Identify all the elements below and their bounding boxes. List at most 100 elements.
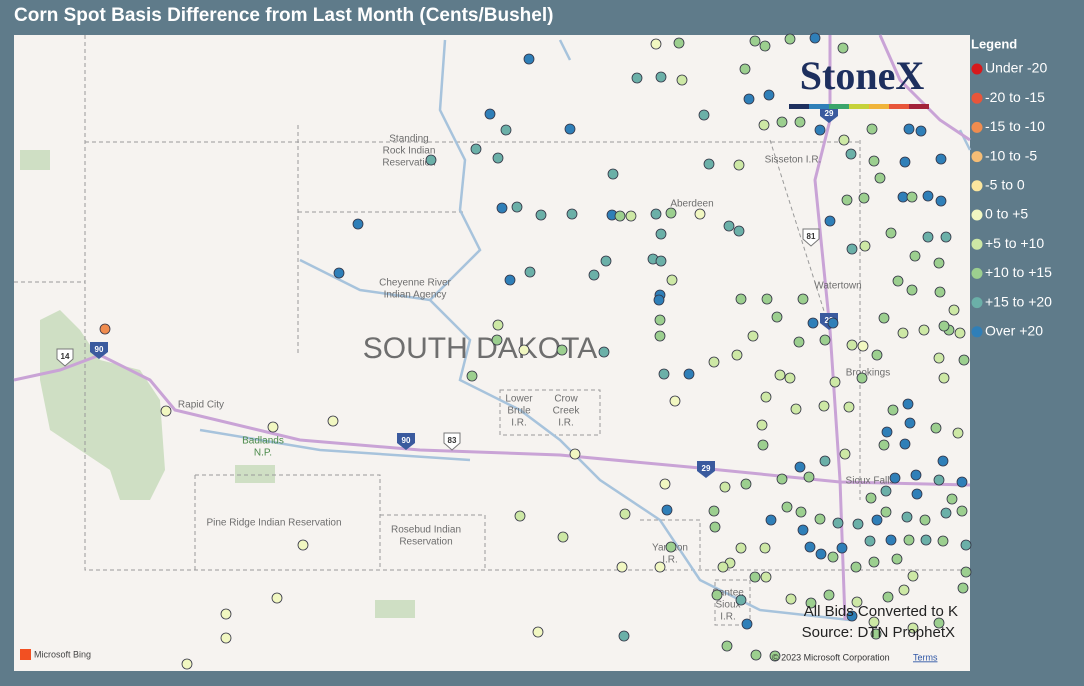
bid-point — [740, 478, 752, 490]
bid-point — [956, 505, 968, 517]
bid-point — [711, 589, 723, 601]
bid-point — [99, 323, 111, 335]
bid-point — [868, 155, 880, 167]
bid-point — [749, 571, 761, 583]
place-label: Aberdeen — [670, 199, 713, 210]
bid-point — [721, 640, 733, 652]
bid-point — [823, 589, 835, 601]
bid-point — [915, 125, 927, 137]
bid-point — [868, 616, 880, 628]
bid-point — [733, 225, 745, 237]
bid-point — [907, 622, 919, 634]
bid-point — [470, 143, 482, 155]
legend-label: Under -20 — [985, 60, 1047, 76]
bid-point — [735, 293, 747, 305]
bid-point — [805, 597, 817, 609]
bid-point — [819, 455, 831, 467]
legend-label: Over +20 — [985, 323, 1043, 339]
bid-point — [297, 539, 309, 551]
legend-label: +15 to +20 — [985, 293, 1052, 309]
bid-point — [631, 72, 643, 84]
place-label: Sisseton I.R. — [765, 155, 822, 166]
legend-label: -5 to 0 — [985, 177, 1025, 193]
bid-point — [850, 561, 862, 573]
bid-point — [897, 327, 909, 339]
bid-point — [858, 192, 870, 204]
place-label: I.R. — [662, 555, 678, 566]
bid-point — [804, 541, 816, 553]
bid-point — [874, 172, 886, 184]
legend-marker — [971, 180, 983, 192]
legend-label: +5 to +10 — [985, 235, 1044, 251]
legend-marker — [971, 326, 983, 338]
bid-point — [757, 439, 769, 451]
route-shield: 81 — [807, 232, 816, 241]
bid-point — [960, 566, 972, 578]
bid-point — [818, 400, 830, 412]
bid-point — [832, 517, 844, 529]
bid-point — [885, 227, 897, 239]
bid-point — [880, 485, 892, 497]
legend-marker — [971, 63, 983, 75]
bid-point — [511, 201, 523, 213]
bid-point — [881, 426, 893, 438]
bid-point — [523, 53, 535, 65]
route-shield: 29 — [825, 109, 834, 118]
bid-point — [781, 501, 793, 513]
route-shield: 90 — [402, 436, 411, 445]
bid-point — [758, 119, 770, 131]
bid-point — [665, 541, 677, 553]
bid-point — [759, 40, 771, 52]
bid-point — [655, 228, 667, 240]
bid-point — [518, 344, 530, 356]
bid-point — [898, 584, 910, 596]
bid-point — [504, 274, 516, 286]
bid-point — [614, 210, 626, 222]
bid-point — [514, 510, 526, 522]
note: Source: DTN ProphetX — [802, 624, 955, 641]
bid-point — [676, 74, 688, 86]
bid-point — [933, 617, 945, 629]
bid-point — [784, 372, 796, 384]
bid-point — [771, 311, 783, 323]
bid-point — [938, 320, 950, 332]
bid-point — [940, 507, 952, 519]
bid-point — [940, 231, 952, 243]
bid-point — [492, 152, 504, 164]
bid-point — [819, 334, 831, 346]
route-shields: 14 90 90 83 29 29 29 81 — [56, 106, 838, 478]
terms-link[interactable]: Terms — [913, 652, 938, 662]
bid-point — [882, 591, 894, 603]
bid-point — [911, 488, 923, 500]
copyright: © 2023 Microsoft Corporation — [772, 652, 890, 662]
bid-point — [669, 395, 681, 407]
bid-point — [839, 448, 851, 460]
bid-point — [841, 194, 853, 206]
place-label: I.R. — [511, 418, 527, 429]
legend-marker — [971, 151, 983, 163]
bid-point — [666, 274, 678, 286]
bid-point — [852, 518, 864, 530]
bid-point — [952, 427, 964, 439]
bid-point — [600, 255, 612, 267]
bid-point — [946, 493, 958, 505]
bid-point — [703, 158, 715, 170]
bid-point — [794, 461, 806, 473]
legend-marker — [971, 238, 983, 250]
bid-point — [846, 243, 858, 255]
legend-label: -15 to -10 — [985, 118, 1045, 134]
bid-point — [933, 257, 945, 269]
bid-point — [903, 123, 915, 135]
place-label: I.R. — [720, 612, 736, 623]
bid-point — [708, 505, 720, 517]
bid-point — [733, 159, 745, 171]
bid-point — [933, 474, 945, 486]
bid-point — [598, 346, 610, 358]
legend-label: +10 to +15 — [985, 264, 1052, 280]
bid-point — [935, 195, 947, 207]
place-label: Brookings — [846, 368, 890, 379]
bid-point — [871, 349, 883, 361]
bid-point — [743, 93, 755, 105]
place-label: Standing — [389, 134, 428, 145]
bid-point — [827, 317, 839, 329]
